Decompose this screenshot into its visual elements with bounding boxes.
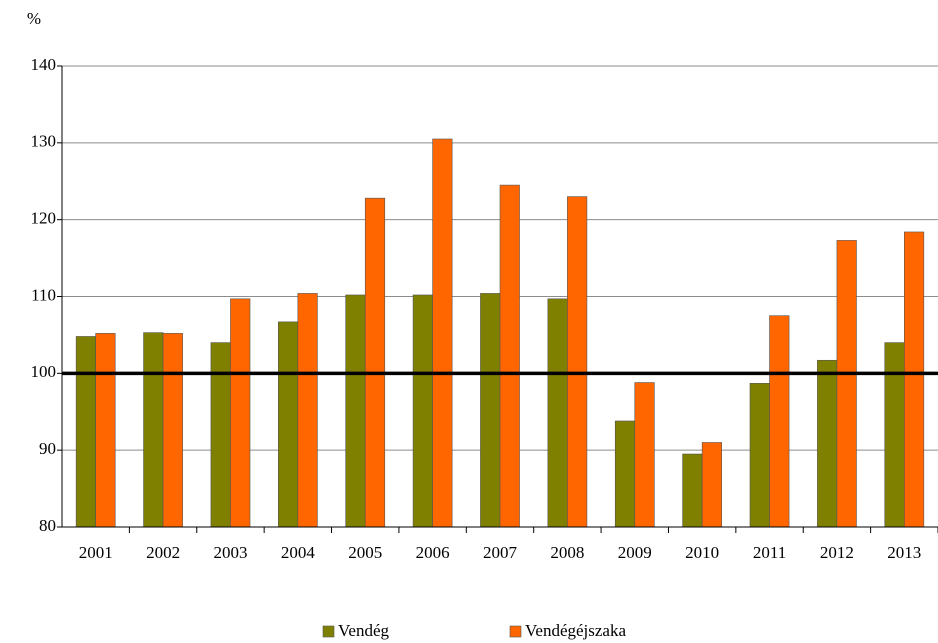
bar <box>297 293 318 528</box>
bar <box>95 333 116 528</box>
bar <box>480 293 501 528</box>
y-tick-label: 90 <box>39 439 56 458</box>
bar <box>364 197 386 528</box>
x-tick-label: 2010 <box>685 543 719 562</box>
legend-label: Vendég <box>338 621 389 640</box>
bar <box>836 240 857 528</box>
legend-swatch <box>509 625 522 638</box>
bar <box>143 332 164 528</box>
x-tick-label: 2003 <box>213 543 247 562</box>
x-tick-label: 2013 <box>887 543 921 562</box>
x-tick-label: 2002 <box>146 543 180 562</box>
y-tick-label: 140 <box>31 55 57 74</box>
y-tick-label: 120 <box>31 209 57 228</box>
x-tick-label: 2001 <box>79 543 113 562</box>
bar <box>278 321 299 528</box>
bar <box>749 383 770 528</box>
bar <box>162 333 183 528</box>
y-tick-label: 80 <box>39 516 56 535</box>
bar <box>614 420 636 528</box>
bar <box>567 196 588 528</box>
legend-label: Vendégéjszaka <box>525 621 626 640</box>
bar <box>412 294 433 528</box>
bar <box>75 336 96 528</box>
x-tick-label: 2011 <box>753 543 786 562</box>
x-tick-label: 2006 <box>416 543 450 562</box>
bar <box>634 382 655 528</box>
x-tick-label: 2004 <box>281 543 316 562</box>
x-tick-label: 2008 <box>550 543 584 562</box>
bar <box>769 315 790 528</box>
bar <box>701 442 722 528</box>
y-tick-label: 130 <box>31 132 57 151</box>
bar <box>210 342 231 528</box>
legend-swatch <box>322 625 335 638</box>
x-tick-label: 2005 <box>348 543 382 562</box>
y-tick-label: 110 <box>31 285 56 304</box>
bar <box>230 298 251 528</box>
bar <box>499 184 520 528</box>
y-tick-label: 100 <box>31 362 57 381</box>
bar <box>345 294 366 528</box>
bar <box>904 231 925 528</box>
bar <box>432 138 453 528</box>
x-tick-label: 2007 <box>483 543 518 562</box>
bar <box>884 342 905 528</box>
bar <box>682 453 703 528</box>
bar <box>817 359 838 528</box>
x-tick-label: 2009 <box>618 543 652 562</box>
y-axis-unit: % <box>27 9 41 28</box>
x-tick-label: 2012 <box>820 543 854 562</box>
bar <box>547 298 568 528</box>
